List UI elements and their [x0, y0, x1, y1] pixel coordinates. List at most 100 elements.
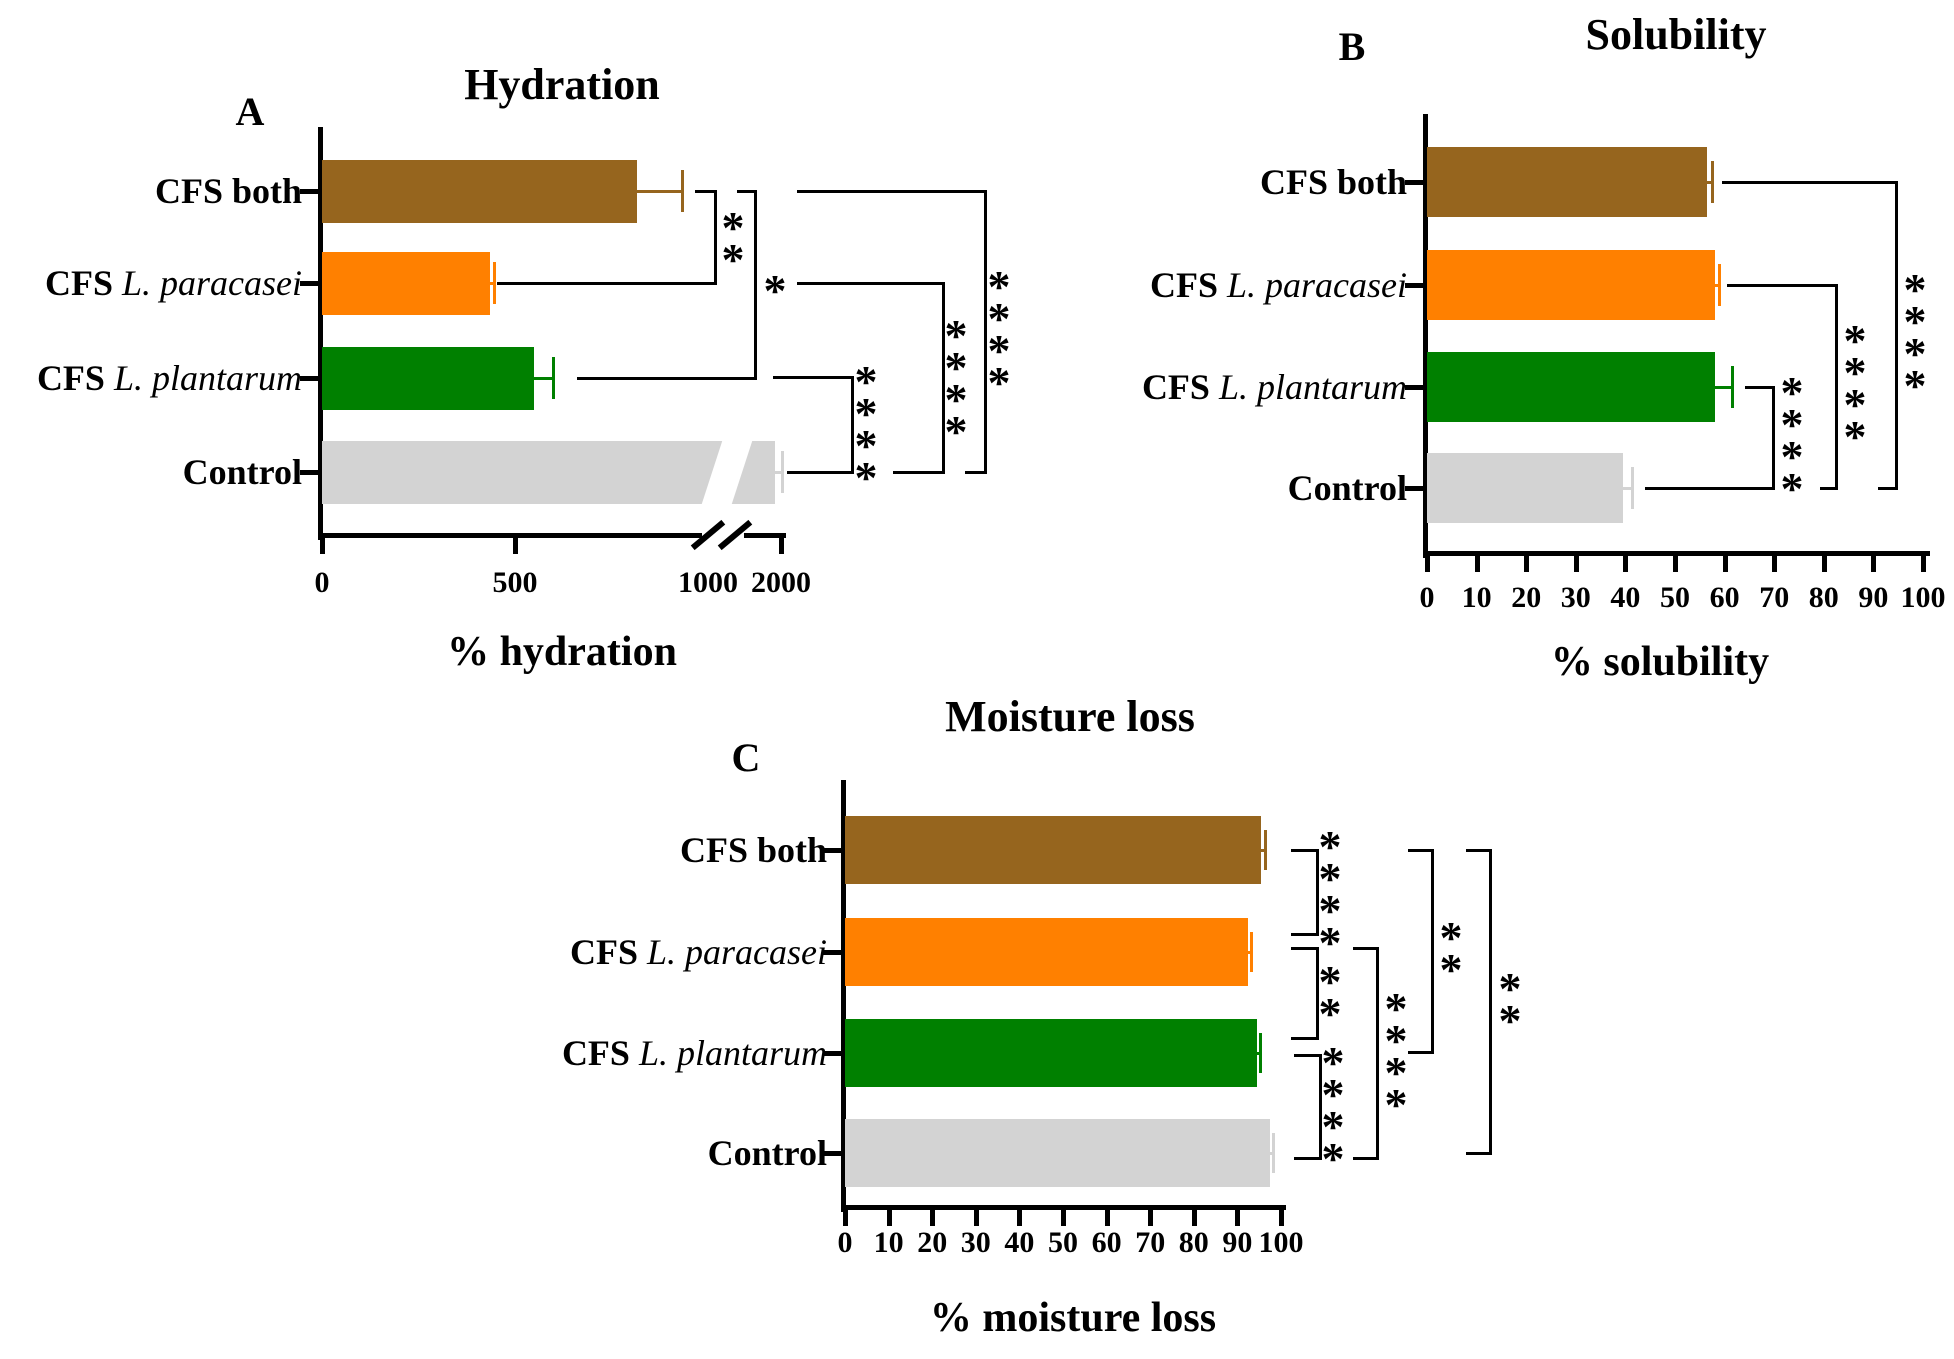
bar-cfs-l-plantarum	[322, 346, 535, 410]
error-bar-cap	[1730, 366, 1734, 408]
y-tick	[300, 376, 318, 381]
sig-bracket-cfs-both-vs-cfs-l-paracasei-foot	[1291, 932, 1317, 936]
panel-a-title: Hydration	[464, 60, 660, 109]
asterisk: *	[1903, 328, 1927, 379]
error-bar-line	[1707, 180, 1713, 184]
x-tick	[1474, 555, 1480, 572]
sig-bracket-cfs-l-paracasei-vs-control-foot	[797, 281, 943, 285]
bar-cfs-both	[1427, 147, 1708, 217]
category-label-species: L. paracasei	[647, 932, 827, 972]
category-label-cfs-both: CFS both	[0, 167, 302, 215]
sig-stars-cfs-both-vs-control: * *	[1488, 963, 1532, 1046]
x-tick-label: 70	[1759, 581, 1790, 614]
sig-bracket-cfs-both-vs-control-line	[983, 189, 987, 474]
x-tick-label: 500	[492, 566, 538, 599]
asterisk: *	[1780, 399, 1804, 450]
x-tick	[1148, 1209, 1154, 1226]
asterisk: *	[1903, 264, 1927, 315]
x-tick	[1235, 1209, 1241, 1226]
error-bar-line	[1248, 950, 1252, 954]
sig-bracket-cfs-l-paracasei-vs-cfs-l-plantarum-foot	[1291, 946, 1317, 950]
x-tick	[1061, 1209, 1066, 1226]
sig-bracket-cfs-l-paracasei-vs-control-foot	[1353, 946, 1377, 950]
error-bar-cap	[1249, 932, 1253, 972]
x-tick-label: 60	[1709, 581, 1740, 614]
category-label-species: L. plantarum	[638, 1033, 827, 1073]
x-tick	[1573, 555, 1579, 572]
x-tick-label: 2000	[751, 566, 811, 599]
bar-cfs-l-plantarum	[845, 1019, 1258, 1087]
sig-bracket-cfs-both-vs-control-foot	[797, 189, 985, 193]
x-tick	[1871, 555, 1877, 572]
x-tick-label: 40	[1004, 1226, 1035, 1259]
x-tick-label: 50	[1048, 1226, 1078, 1259]
panel-b-letter: B	[1338, 24, 1366, 69]
sig-bracket-cfs-l-plantarum-vs-control-foot	[787, 470, 852, 474]
asterisk: *	[1498, 995, 1522, 1046]
x-tick-label: 30	[960, 1226, 991, 1259]
sig-bracket-cfs-l-plantarum-vs-control-foot	[1294, 1156, 1320, 1160]
sig-bracket-cfs-both-vs-control-foot	[965, 470, 985, 474]
asterisk: *	[1384, 1047, 1408, 1098]
sig-stars-cfs-both-vs-control: * * * *	[1893, 264, 1937, 409]
x-tick	[1821, 555, 1827, 572]
sig-bracket-cfs-both-vs-cfs-l-paracasei-foot	[497, 281, 715, 285]
category-label-cfs-l-plantarum: CFS L. plantarum	[847, 363, 1407, 411]
x-tick-label: 90	[1222, 1226, 1253, 1259]
sig-bracket-cfs-both-vs-cfs-l-plantarum-foot	[737, 189, 755, 193]
asterisk: *	[854, 356, 878, 407]
x-tick	[1104, 1209, 1110, 1226]
bar-control	[845, 1119, 1271, 1187]
x-tick-label: 40	[1610, 581, 1641, 614]
sig-stars-cfs-l-paracasei-vs-control: * * * *	[1374, 983, 1418, 1128]
asterisk: *	[1780, 463, 1804, 514]
sig-bracket-cfs-both-vs-cfs-l-paracasei-line	[713, 189, 717, 285]
x-tick	[1623, 555, 1629, 572]
sig-stars-cfs-l-plantarum-vs-control: * * * *	[844, 356, 888, 501]
error-bar-line	[1257, 1051, 1261, 1055]
sig-stars-cfs-both-vs-cfs-l-paracasei: * * * *	[1308, 824, 1352, 968]
error-bar-line	[1714, 283, 1720, 287]
x-tick-label: 90	[1858, 581, 1889, 614]
sig-stars-cfs-l-paracasei-vs-control: * * * *	[934, 313, 978, 455]
sig-bracket-cfs-l-plantarum-vs-control-line	[1318, 1053, 1322, 1160]
asterisk: *	[1318, 917, 1342, 968]
asterisk: *	[1384, 983, 1408, 1034]
error-bar-cap	[780, 451, 784, 493]
category-label-control: Control	[0, 448, 302, 496]
asterisk: *	[944, 374, 968, 425]
y-axis	[318, 127, 323, 540]
asterisk: *	[1321, 1037, 1345, 1088]
category-label-prefix: CFS both	[1259, 162, 1407, 202]
asterisk: *	[1318, 988, 1342, 1039]
sig-bracket-cfs-both-vs-control-line	[1894, 180, 1898, 490]
asterisk: *	[987, 261, 1011, 312]
category-label-prefix: Control	[1287, 468, 1407, 508]
sig-bracket-cfs-l-plantarum-vs-control-foot	[773, 375, 852, 379]
x-tick	[1722, 555, 1728, 572]
sig-bracket-cfs-l-paracasei-vs-cfs-l-plantarum-line	[1315, 946, 1319, 1040]
y-tick	[823, 950, 841, 955]
asterisk: *	[1780, 431, 1804, 482]
sig-bracket-cfs-l-plantarum-vs-control-line	[850, 375, 854, 474]
x-tick-label: 100	[1900, 581, 1946, 614]
category-label-species: L. plantarum	[113, 358, 302, 398]
sig-stars-cfs-both-vs-cfs-l-plantarum: *	[753, 268, 797, 314]
sig-bracket-cfs-both-vs-cfs-l-plantarum-foot	[1408, 1050, 1432, 1054]
x-tick-label: 20	[917, 1226, 948, 1259]
sig-bracket-cfs-l-paracasei-vs-control-foot	[893, 470, 943, 474]
sig-bracket-cfs-l-plantarum-vs-control-foot	[1745, 385, 1773, 389]
error-bar-cap	[1271, 1133, 1275, 1173]
asterisk: *	[1318, 885, 1342, 936]
asterisk: *	[1903, 296, 1927, 347]
asterisk: *	[721, 234, 745, 285]
y-tick	[300, 470, 318, 475]
x-tick-label: 10	[873, 1226, 904, 1259]
y-tick	[300, 189, 318, 194]
sig-bracket-cfs-l-paracasei-vs-control-foot	[1820, 486, 1836, 490]
asterisk: *	[1498, 963, 1522, 1014]
error-bar-cap	[493, 262, 497, 304]
asterisk: *	[987, 325, 1011, 376]
category-label-prefix: Control	[707, 1133, 827, 1173]
